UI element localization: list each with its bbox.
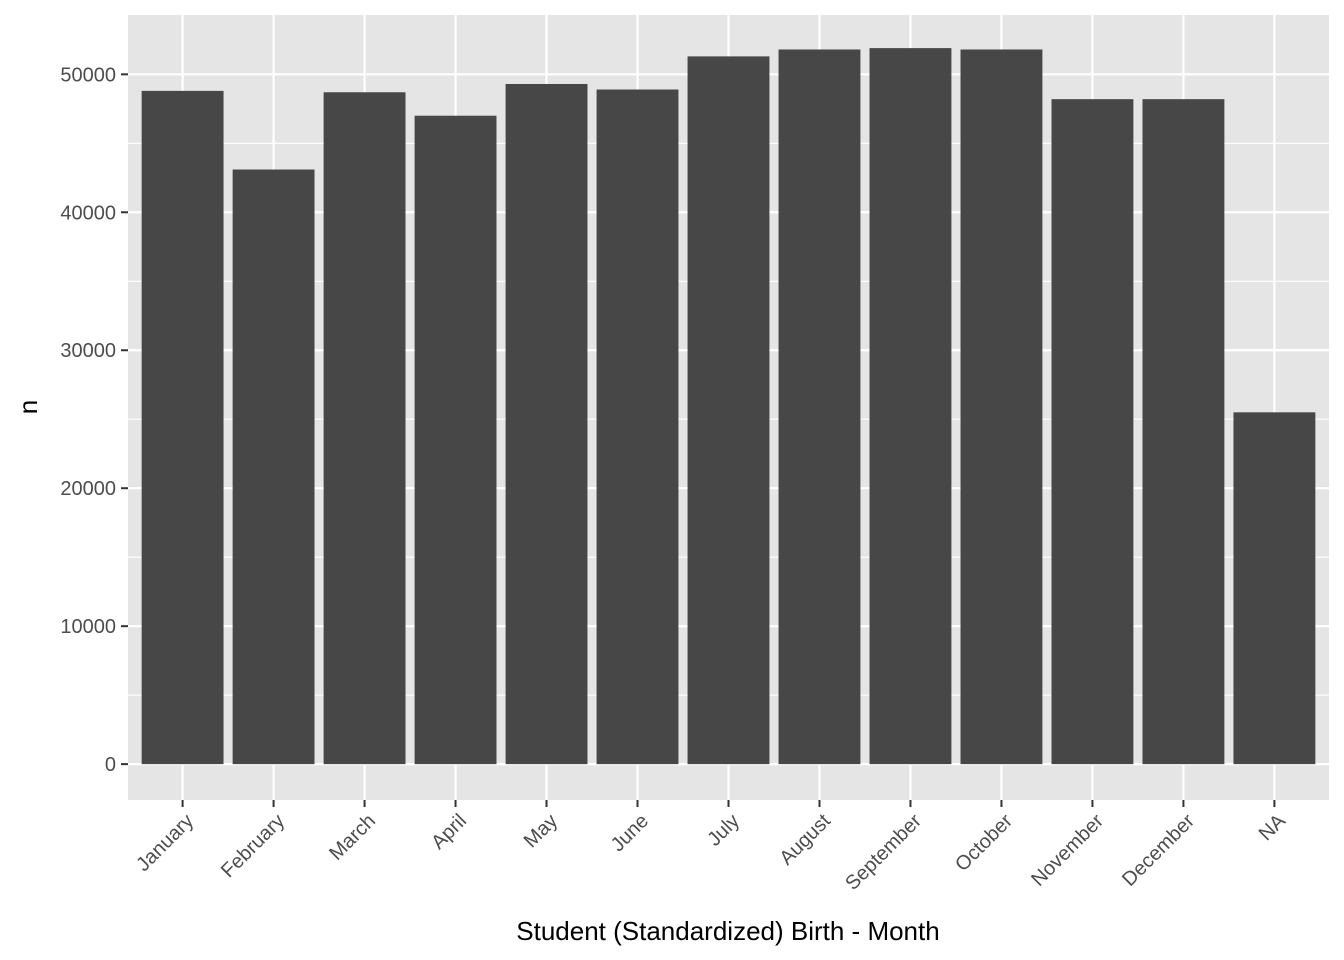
bar (960, 49, 1043, 765)
bar (505, 83, 588, 765)
x-tick-label: June (607, 810, 653, 856)
y-tick-label: 40000 (60, 202, 116, 224)
x-axis-title: Student (Standardized) Birth - Month (516, 916, 939, 946)
x-tick-label: September (841, 810, 926, 895)
x-tick-label: December (1118, 810, 1199, 891)
bars (141, 48, 1316, 765)
y-axis-title: n (13, 400, 43, 414)
y-tick-label: 10000 (60, 616, 116, 638)
bar (1233, 412, 1316, 765)
y-tick-label: 30000 (60, 340, 116, 362)
x-tick-label: February (217, 810, 289, 882)
bar (596, 89, 679, 765)
x-tick-label: NA (1255, 810, 1291, 846)
x-tick-label: March (325, 810, 380, 865)
bar (1051, 99, 1134, 765)
x-tick-label: July (703, 810, 744, 851)
bar (869, 48, 952, 765)
x-tick-label: August (775, 810, 835, 870)
bar (778, 49, 861, 765)
x-tick-label: May (520, 810, 562, 852)
bar (687, 56, 770, 765)
y-tick-label: 50000 (60, 64, 116, 86)
bar (1142, 99, 1225, 765)
x-tick-label: October (951, 810, 1017, 876)
x-tick-label: April (427, 810, 471, 854)
bar (141, 90, 224, 765)
y-axis: 0 10000 20000 30000 40000 50000 (60, 64, 128, 776)
bar (232, 169, 315, 765)
bar (414, 115, 497, 765)
y-tick-label: 0 (105, 754, 116, 776)
x-tick-label: November (1027, 810, 1108, 891)
bar (323, 92, 406, 765)
x-axis: January February March April May June July Augu… (132, 800, 1290, 895)
x-tick-label: January (132, 810, 198, 876)
y-tick-label: 20000 (60, 478, 116, 500)
